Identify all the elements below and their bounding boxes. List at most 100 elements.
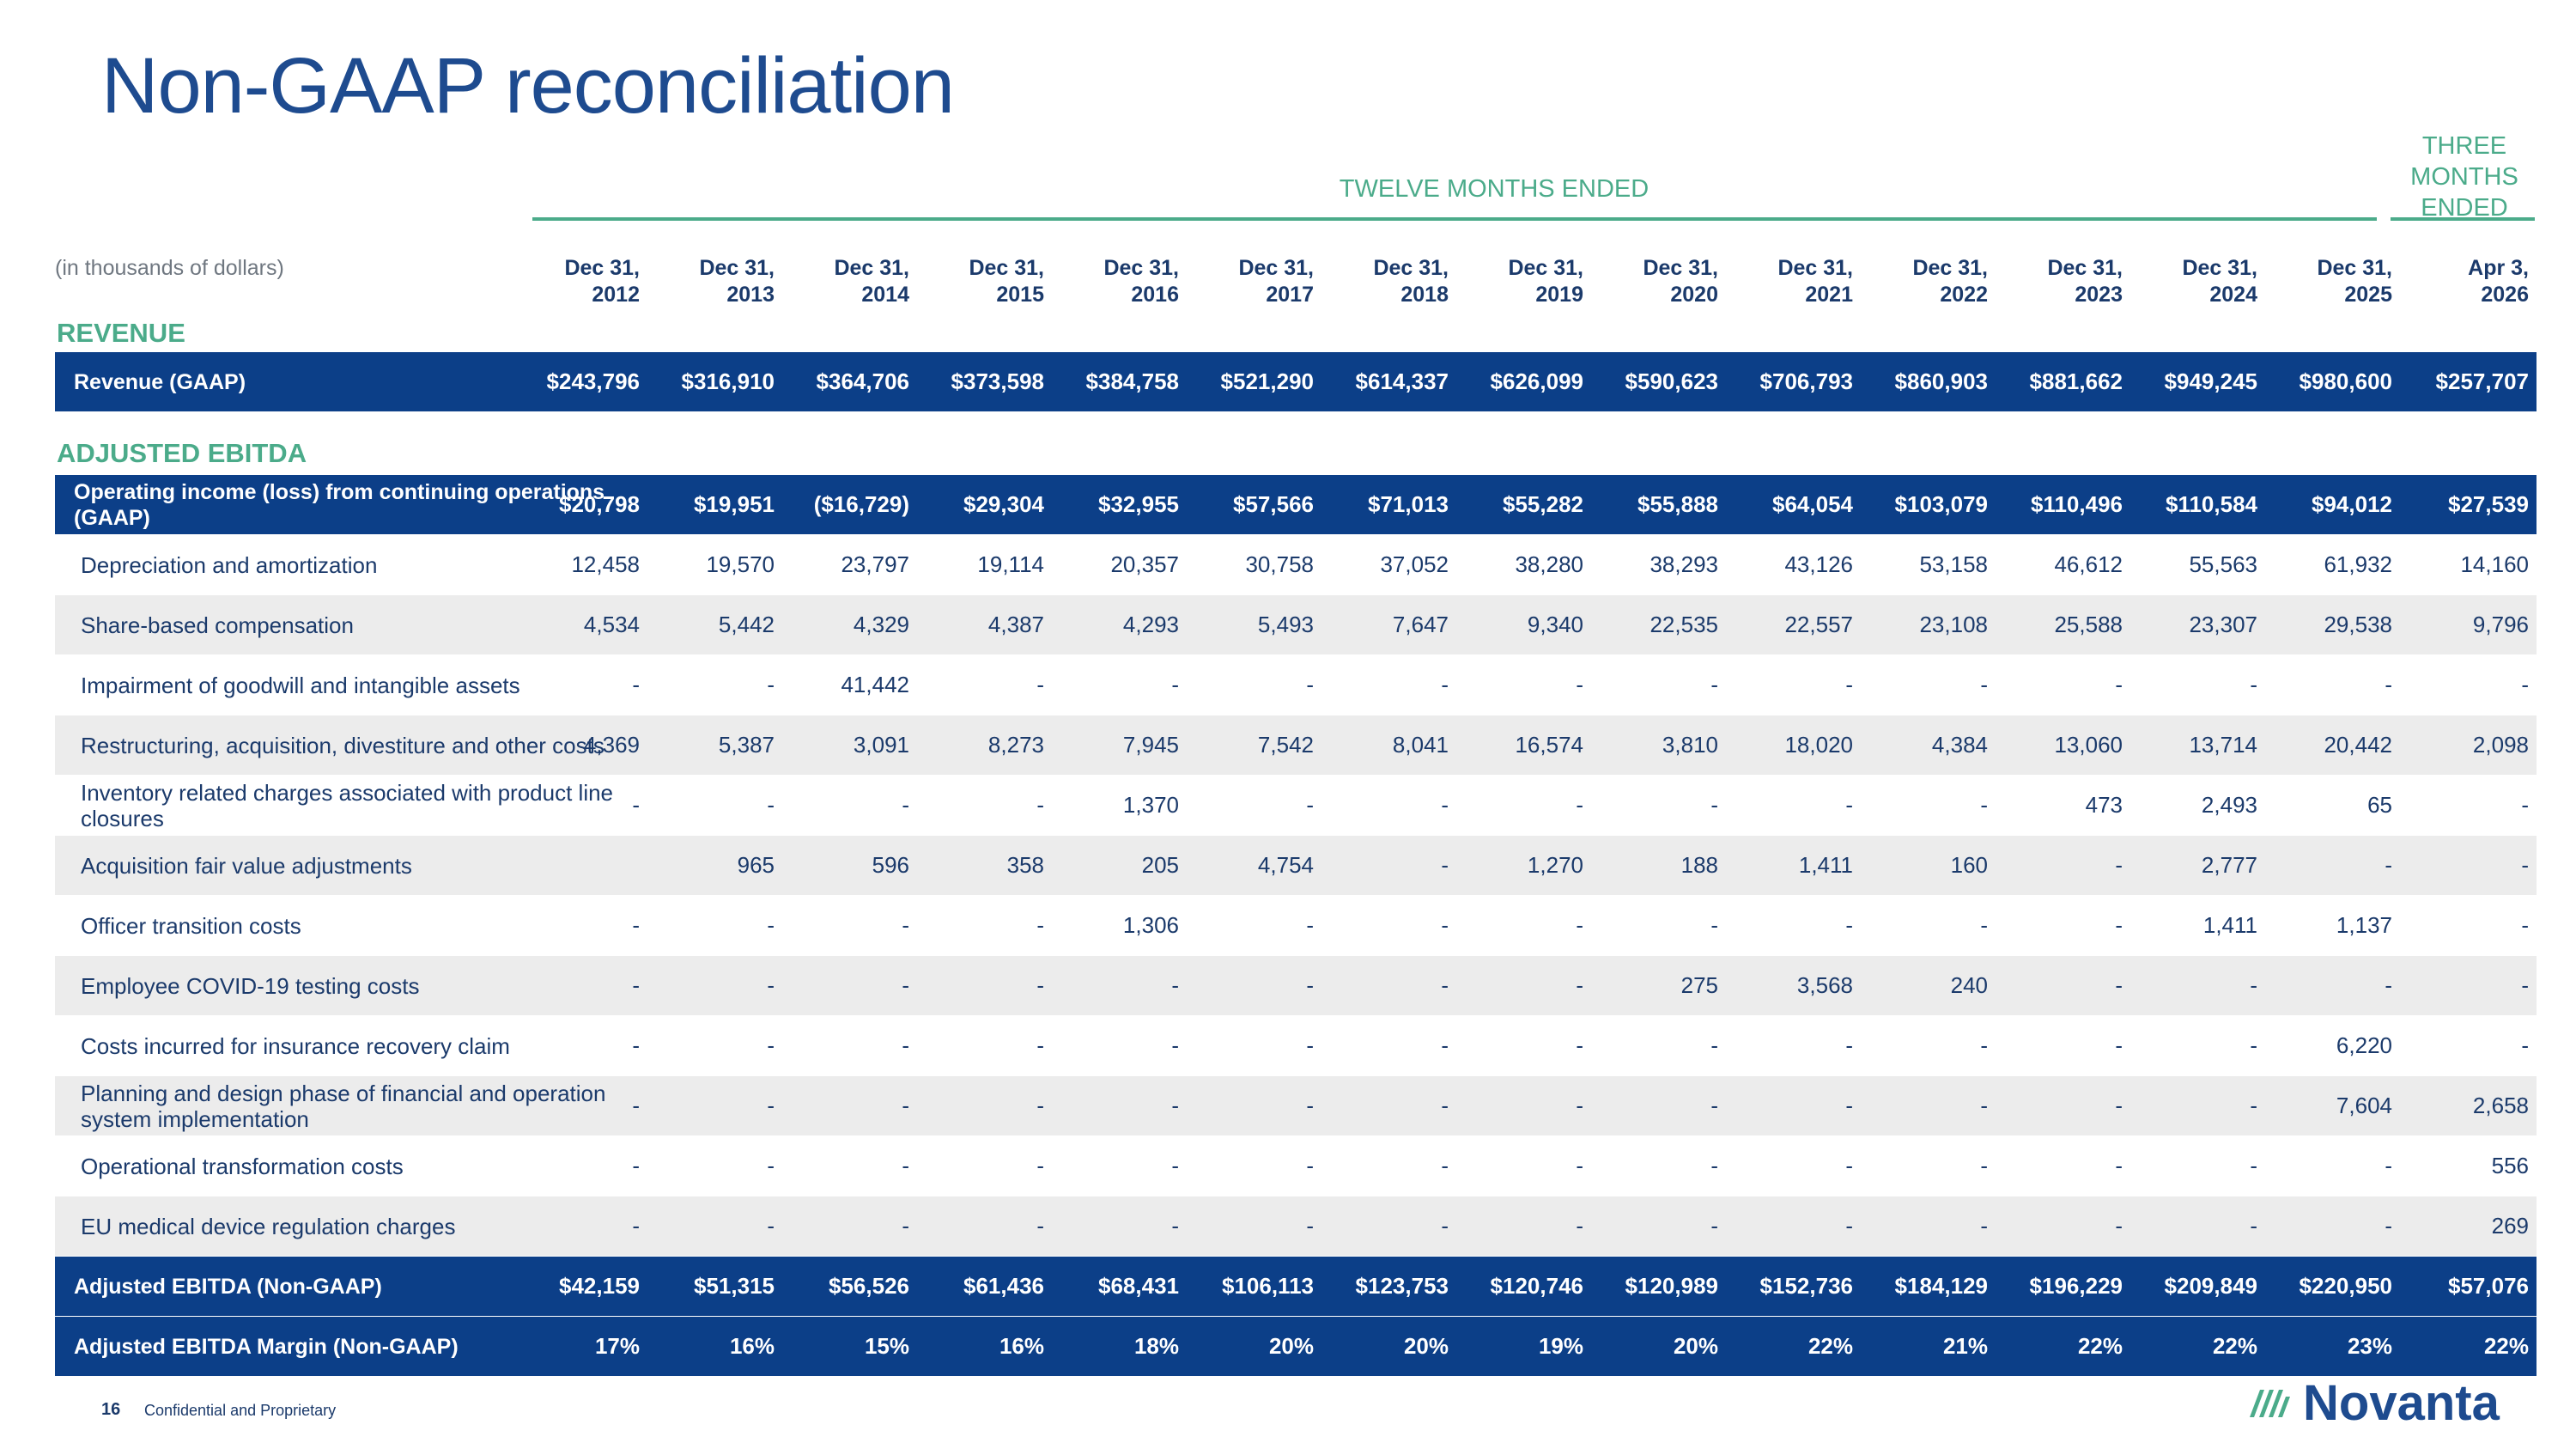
table-cell: 38,280 (1515, 551, 1583, 577)
table-cell: $257,707 (2435, 368, 2529, 394)
table-cell: - (767, 672, 775, 697)
table-cell: 19,570 (706, 551, 775, 577)
table-cell: - (1980, 912, 1988, 938)
table-cell: - (632, 672, 640, 697)
column-header-line1: Dec 31, (1373, 256, 1449, 280)
column-header-line2: 2019 (1535, 283, 1583, 307)
table-cell: $980,600 (2299, 368, 2392, 394)
table-cell: 65 (2367, 792, 2392, 818)
column-header-line2: 2024 (2209, 283, 2257, 307)
table-cell: - (1576, 792, 1583, 818)
row-label: Operating income (loss) from continuing … (74, 479, 605, 530)
table-cell: - (1710, 792, 1718, 818)
table-cell: - (1980, 672, 1988, 697)
table-cell: $120,746 (1490, 1273, 1583, 1299)
table-cell: - (2385, 972, 2392, 998)
table-cell: - (1980, 1213, 1988, 1239)
table-cell: 53,158 (1919, 551, 1988, 577)
table-cell: - (1576, 972, 1583, 998)
table-cell: 55,563 (2189, 551, 2257, 577)
table-cell: 46,612 (2054, 551, 2123, 577)
table-cell: $626,099 (1490, 368, 1583, 394)
table-cell: 4,384 (1931, 732, 1988, 758)
table-cell: 4,534 (583, 612, 640, 637)
column-header-line1: Dec 31, (699, 256, 775, 280)
table-row: Operating income (loss) from continuing … (55, 475, 2537, 534)
column-header: Dec 31, 2020 (1607, 255, 1718, 308)
table-cell: 8,273 (987, 732, 1044, 758)
table-cell: - (1576, 1153, 1583, 1178)
table-cell: 3,091 (853, 732, 909, 758)
table-cell: - (902, 912, 909, 938)
column-header-line1: Dec 31, (1912, 256, 1988, 280)
section-adjusted-ebitda: ADJUSTED EBITDA (57, 438, 307, 468)
table-cell: $243,796 (546, 368, 640, 394)
table-row: Revenue (GAAP) $243,796 $316,910 $364,706 $3… (55, 352, 2537, 411)
table-cell: $881,662 (2029, 368, 2123, 394)
column-header-line2: 2026 (2481, 283, 2529, 307)
table-cell: - (2115, 912, 2123, 938)
table-cell: 8,041 (1392, 732, 1449, 758)
table-row: Adjusted EBITDA Margin (Non-GAAP) 17% 16% 1… (55, 1317, 2537, 1376)
table-row: Planning and design phase of financial a… (55, 1076, 2537, 1135)
table-cell: $20,798 (559, 491, 640, 517)
row-label: Restructuring, acquisition, divestiture … (81, 732, 605, 758)
table-cell: - (1171, 1093, 1179, 1118)
column-header-line2: 2012 (592, 283, 640, 307)
table-cell: - (2385, 1153, 2392, 1178)
table-cell: 1,370 (1122, 792, 1179, 818)
table-cell: 19% (1538, 1333, 1583, 1359)
column-header: Dec 31, 2012 (528, 255, 640, 308)
table-cell: $19,951 (694, 491, 775, 517)
table-cell: - (2115, 1032, 2123, 1058)
table-cell: 4,387 (987, 612, 1044, 637)
table-cell: $57,566 (1233, 491, 1314, 517)
table-cell: - (1576, 1093, 1583, 1118)
table-cell: - (2115, 1093, 2123, 1118)
table-cell: - (1036, 1213, 1044, 1239)
table-cell: 3,810 (1662, 732, 1718, 758)
table-cell: - (1441, 1153, 1449, 1178)
table-cell: $949,245 (2164, 368, 2257, 394)
table-cell: - (1710, 912, 1718, 938)
page-number: 16 (101, 1400, 121, 1419)
column-header-line2: 2022 (1940, 283, 1988, 307)
table-cell: - (1306, 1213, 1314, 1239)
table-cell: $68,431 (1098, 1273, 1179, 1299)
table-cell: - (902, 972, 909, 998)
table-cell: - (1036, 792, 1044, 818)
table-cell: 240 (1950, 972, 1988, 998)
table-cell: - (2521, 912, 2529, 938)
table-cell: - (1036, 672, 1044, 697)
table-cell: 4,754 (1257, 852, 1314, 878)
column-header: Dec 31, 2019 (1472, 255, 1583, 308)
table-cell: 18% (1133, 1333, 1179, 1359)
table-cell: - (1171, 1213, 1179, 1239)
table-cell: $103,079 (1894, 491, 1988, 517)
table-cell: - (1576, 1032, 1583, 1058)
table-row: Inventory related charges associated wit… (55, 776, 2537, 835)
table-cell: - (632, 1093, 640, 1118)
column-header-line1: Dec 31, (834, 256, 909, 280)
table-cell: 21% (1942, 1333, 1988, 1359)
table-cell: 2,493 (2201, 792, 2257, 818)
table-cell: - (1171, 672, 1179, 697)
row-label: Revenue (GAAP) (74, 369, 246, 394)
table-cell: 4,329 (853, 612, 909, 637)
column-header-line2: 2014 (861, 283, 909, 307)
row-label: EU medical device regulation charges (81, 1213, 456, 1239)
table-row: Impairment of goodwill and intangible as… (55, 655, 2537, 715)
column-header: Dec 31, 2018 (1337, 255, 1449, 308)
table-cell: - (1306, 1032, 1314, 1058)
table-cell: - (2521, 1032, 2529, 1058)
table-cell: 19,114 (977, 551, 1044, 577)
table-cell: - (2521, 792, 2529, 818)
table-cell: - (1845, 792, 1853, 818)
row-label: Employee COVID-19 testing costs (81, 972, 420, 999)
table-cell: 12,458 (571, 551, 640, 577)
table-cell: 7,647 (1392, 612, 1449, 637)
table-cell: 5,387 (718, 732, 775, 758)
table-row: Adjusted EBITDA (Non-GAAP) $42,159 $51,315… (55, 1257, 2537, 1316)
column-header-line2: 2018 (1400, 283, 1449, 307)
column-header-line1: Apr 3, (2468, 256, 2529, 280)
